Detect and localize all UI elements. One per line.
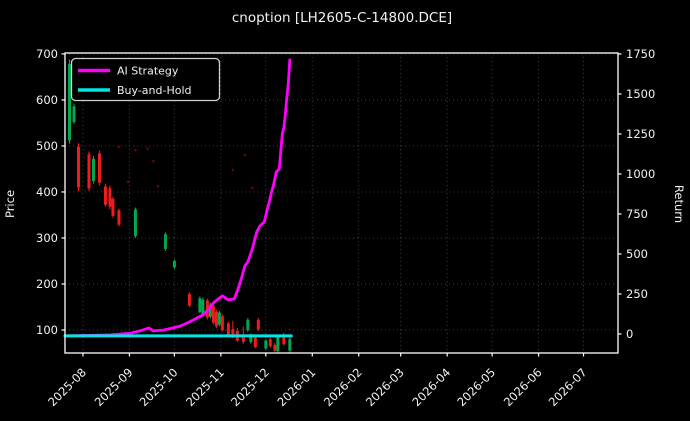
candle-up [276, 336, 280, 352]
noise-dot [117, 145, 121, 149]
axes-spines [61, 52, 622, 357]
noise-dot [231, 168, 235, 172]
candle-up [67, 64, 71, 141]
noise-dot [146, 147, 149, 151]
candle-down [103, 186, 107, 205]
candle-down [220, 316, 224, 330]
legend: AI Strategy Buy-and-Hold [70, 57, 221, 102]
candle-down [87, 154, 91, 189]
right-tick-label: 0 [626, 327, 633, 341]
left-axis-label: Price [3, 190, 17, 218]
noise-dot [152, 159, 155, 163]
chart-title: cnoption [LH2605-C-14800.DCE] [232, 10, 452, 26]
candle-down [76, 146, 80, 188]
candle-down [117, 210, 121, 225]
candle-down [226, 323, 230, 335]
candle-down [241, 334, 245, 342]
candle-down [187, 294, 191, 306]
candle-down [256, 319, 260, 330]
noise-dot [134, 148, 137, 152]
legend-buy-and-hold-label: Buy-and-Hold [117, 84, 192, 97]
candle-up [249, 335, 253, 342]
candle-down [211, 306, 215, 323]
candle-up [264, 340, 268, 349]
left-tick-label: 700 [36, 47, 58, 61]
candle-down [273, 344, 277, 351]
candle-up [172, 260, 176, 268]
candle-up [201, 299, 205, 316]
candle-down [231, 329, 235, 337]
candle-up [198, 298, 202, 313]
right-axis-label: Return [672, 185, 686, 223]
right-tick-label: 1750 [626, 47, 655, 61]
candle-down [268, 339, 272, 347]
noise-dot [126, 180, 130, 184]
candle-down [111, 198, 115, 216]
candle-down [282, 334, 286, 345]
right-tick-label: 1250 [626, 127, 655, 141]
candle-down [108, 188, 112, 207]
series-lines [63, 58, 293, 338]
left-tick-label: 500 [36, 139, 58, 153]
candle-up [163, 234, 167, 250]
left-tick-label: 400 [36, 185, 58, 199]
right-tick-label: 750 [626, 207, 648, 221]
candle-down [214, 311, 218, 327]
candle-up [217, 312, 221, 325]
left-tick-label: 100 [36, 323, 58, 337]
candle-up [91, 158, 95, 181]
left-tick-label: 300 [36, 231, 58, 245]
left-tick-label: 200 [36, 277, 58, 291]
right-tick-label: 250 [626, 287, 648, 301]
noise-dot [243, 153, 247, 157]
right-tick-label: 1000 [626, 167, 655, 181]
noise-dot [251, 186, 254, 190]
candle-up [208, 304, 212, 317]
candle-up [72, 106, 76, 123]
candle-up [288, 339, 292, 351]
legend-ai-strategy-label: AI Strategy [117, 65, 179, 78]
right-tick-label: 500 [626, 247, 648, 261]
candle-down [253, 337, 257, 348]
plot-border [64, 52, 619, 354]
candle-up [246, 319, 250, 330]
right-tick-label: 1500 [626, 87, 655, 101]
candle-up [133, 209, 137, 237]
noise-dots [117, 145, 254, 190]
series-line-ai-strategy [63, 58, 292, 338]
noise-dot [156, 184, 160, 188]
candle-down [97, 153, 101, 183]
left-tick-label: 600 [36, 93, 58, 107]
candlesticks [67, 59, 292, 353]
